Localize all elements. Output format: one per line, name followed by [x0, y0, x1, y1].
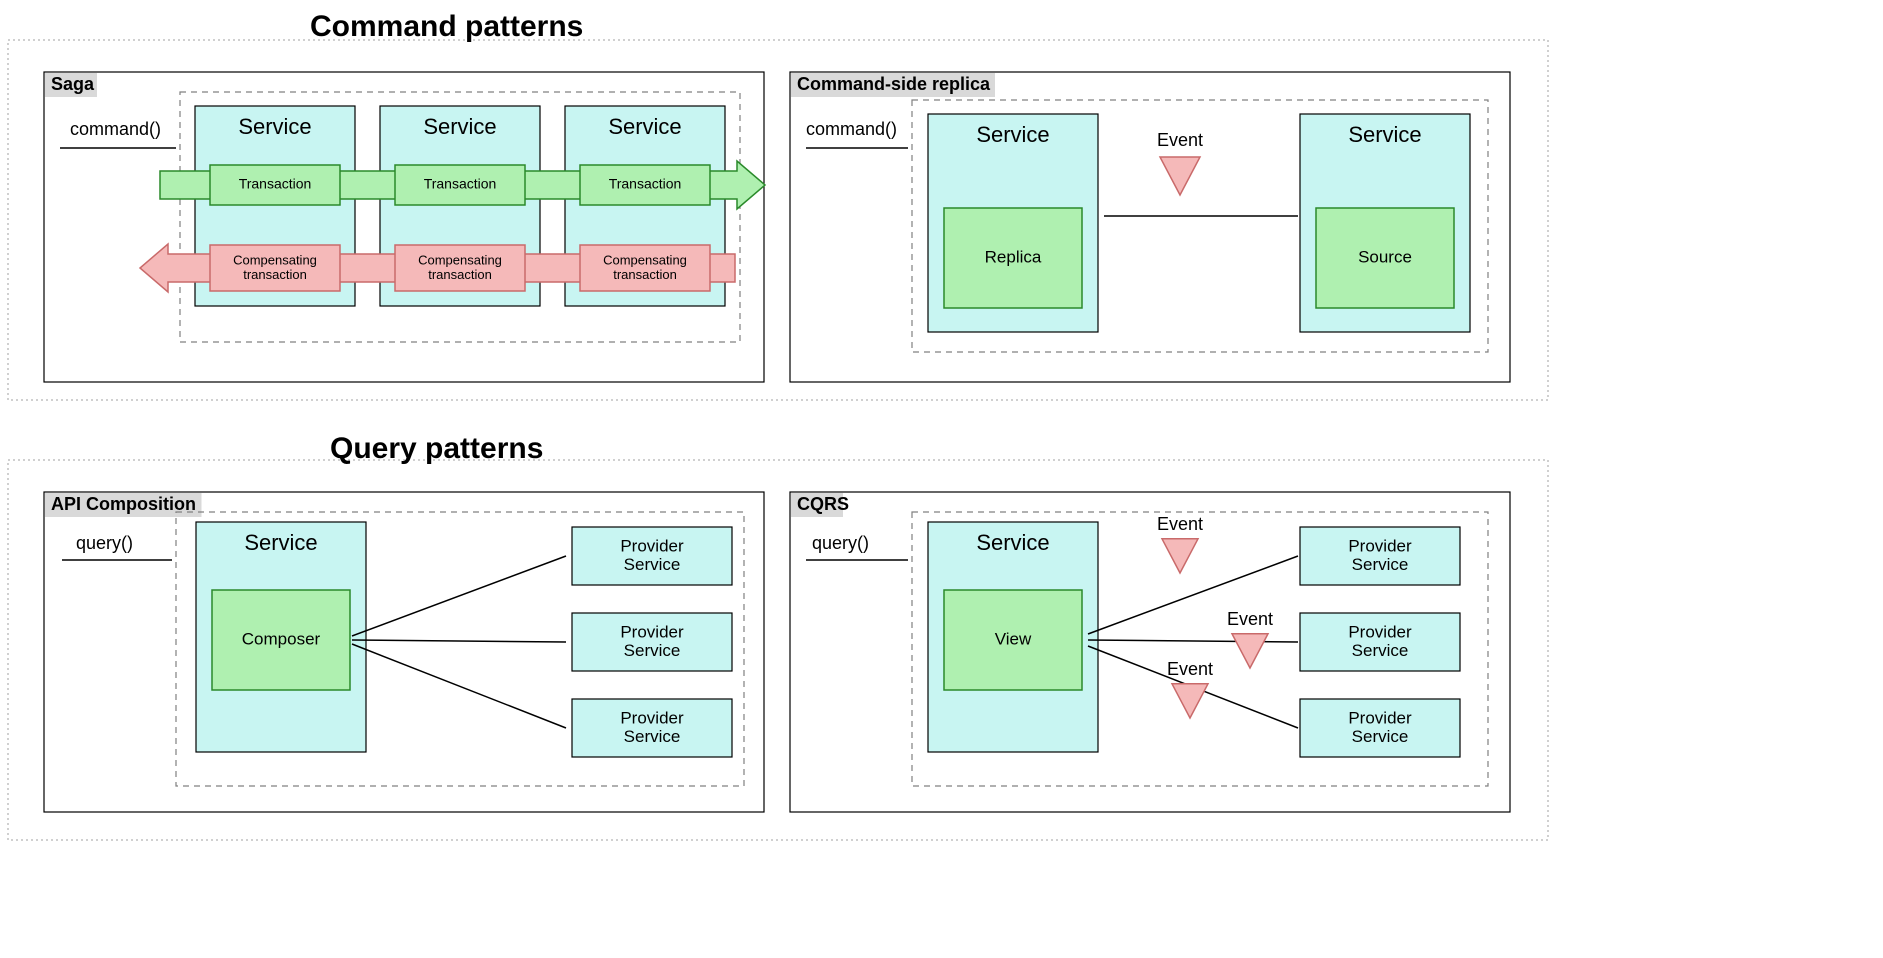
command-replica-service-1-label: Service [1348, 122, 1421, 147]
saga-label: Saga [51, 74, 95, 94]
api-composition-label: API Composition [51, 494, 196, 514]
api-composition-provider-1-label: ProviderService [620, 623, 684, 661]
command-replica-inner-0-label: Replica [985, 247, 1042, 266]
command-replica-event-label: Event [1157, 130, 1203, 150]
cqrs-event-icon-0 [1162, 539, 1198, 573]
command-replica-service-0-label: Service [976, 122, 1049, 147]
saga-compensating-1-label: Compensatingtransaction [418, 253, 502, 282]
cqrs-event-icon-2 [1172, 684, 1208, 718]
cqrs-event-icon-1 [1232, 634, 1268, 668]
cqrs-provider-1-label: ProviderService [1348, 623, 1412, 661]
api-composition-provider-2-label: ProviderService [620, 709, 684, 747]
section-title-query: Query patterns [330, 432, 543, 465]
command-replica-edge-label: command() [806, 119, 897, 139]
command-replica-label: Command-side replica [797, 74, 991, 94]
cqrs-provider-2-label: ProviderService [1348, 709, 1412, 747]
saga-edge-label: command() [70, 119, 161, 139]
svg-text:Service: Service [976, 530, 1049, 555]
cqrs-event-label-2: Event [1167, 659, 1213, 679]
saga-service-1-label: Service [423, 114, 496, 139]
command-replica-event-icon [1160, 157, 1200, 195]
saga-transaction-0-label: Transaction [239, 176, 312, 192]
section-title-command: Command patterns [310, 10, 583, 43]
saga-service-2-label: Service [608, 114, 681, 139]
command-replica-inner-1-label: Source [1358, 247, 1412, 266]
api-composition-edge-label: query() [76, 533, 133, 553]
cqrs-event-label-0: Event [1157, 514, 1203, 534]
svg-text:Service: Service [244, 530, 317, 555]
cqrs-event-label-1: Event [1227, 609, 1273, 629]
cqrs-provider-0-label: ProviderService [1348, 537, 1412, 575]
api-composition-provider-0-label: ProviderService [620, 537, 684, 575]
saga-compensating-2-label: Compensatingtransaction [603, 253, 687, 282]
cqrs-view-label: View [995, 629, 1032, 648]
api-composition-composer-label: Composer [242, 629, 321, 648]
saga-compensating-0-label: Compensatingtransaction [233, 253, 317, 282]
cqrs-label: CQRS [797, 494, 849, 514]
cqrs-edge-label: query() [812, 533, 869, 553]
saga-transaction-2-label: Transaction [609, 176, 682, 192]
saga-transaction-1-label: Transaction [424, 176, 497, 192]
saga-service-0-label: Service [238, 114, 311, 139]
diagram-root: Command patterns Query patterns Saga comman… [0, 0, 1883, 958]
